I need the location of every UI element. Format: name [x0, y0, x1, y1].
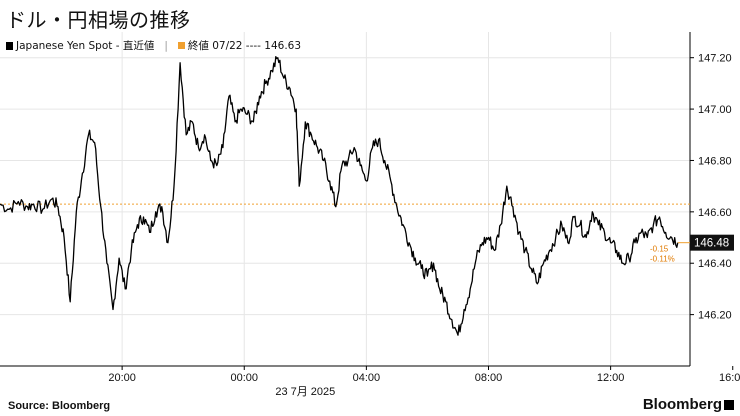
change-percent-label: -0.11% [650, 255, 675, 264]
y-tick-label: 146.60 [698, 207, 732, 219]
legend-series: Japanese Yen Spot - 直近値 [6, 38, 154, 53]
y-tick-label: 146.40 [698, 258, 732, 270]
x-tick-label: 08:00 [475, 372, 503, 384]
last-value-tag [690, 234, 734, 251]
change-value-label: -0.15 [650, 245, 669, 254]
brand-mark-icon [724, 400, 734, 410]
series-swatch-icon [6, 41, 13, 50]
legend-series-label: Japanese Yen Spot - 直近値 [16, 40, 155, 52]
source-note: Source: Bloomberg [8, 400, 111, 412]
x-tick-label: 12:00 [597, 372, 625, 384]
y-tick-label: 147.00 [698, 104, 732, 116]
x-tick-label: 00:00 [230, 372, 258, 384]
brand-logo: Bloomberg [642, 396, 722, 413]
close-swatch-icon [177, 42, 185, 49]
chart-title: ドル・円相場の推移 [6, 8, 191, 32]
last-value-label: 146.48 [694, 238, 729, 250]
y-tick-label: 146.80 [698, 155, 732, 167]
series-line [0, 56, 679, 336]
y-tick-label: 146.20 [698, 310, 732, 322]
x-tick-label: 16:00 [719, 372, 740, 384]
legend-separator: | [164, 39, 168, 52]
x-tick-label: 20:00 [108, 372, 136, 384]
x-axis-label: 23 7月 2025 [275, 386, 335, 398]
x-tick-label: 04:00 [353, 372, 381, 384]
y-tick-label: 147.20 [698, 53, 732, 65]
